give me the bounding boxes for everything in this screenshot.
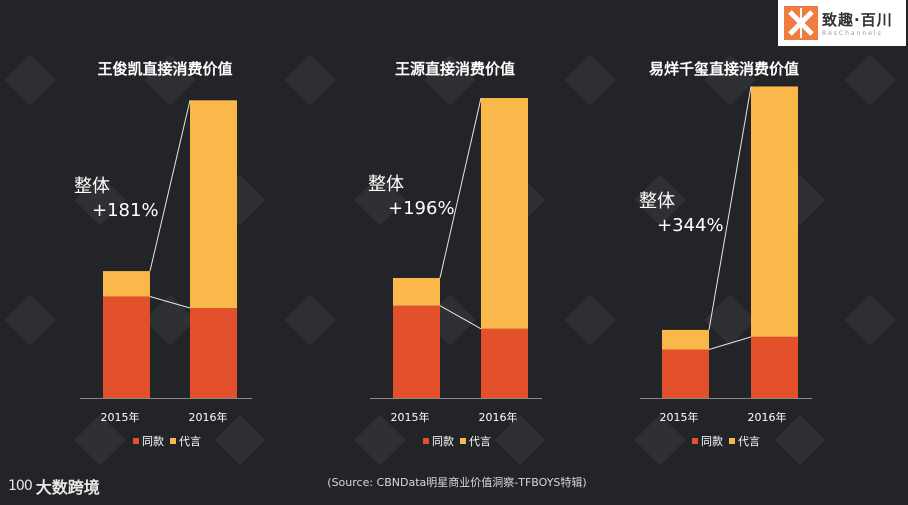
bar-endorsement-1 xyxy=(190,100,237,308)
chart-title: 易烊千玺直接消费价值 xyxy=(649,60,799,78)
bar-same-style-1 xyxy=(481,328,528,398)
bar-endorsement-0 xyxy=(103,271,150,297)
x-tick-2016: 2016年 xyxy=(748,410,787,424)
watermark-diamond xyxy=(564,54,616,106)
connector-total xyxy=(439,97,482,279)
watermark-diamond xyxy=(564,294,616,346)
legend-swatch-same-style xyxy=(692,438,698,444)
bar-endorsement-1 xyxy=(481,98,528,329)
connector-same-style xyxy=(708,336,752,351)
brand-logo: 致趣·百川 BesChannels xyxy=(778,0,906,46)
growth-label-value: +181% xyxy=(92,200,159,221)
connector-total xyxy=(149,100,191,272)
chart-title: 王俊凯直接消费价值 xyxy=(97,60,232,78)
connector-total xyxy=(708,86,752,331)
watermark-diamond xyxy=(844,294,896,346)
bar-endorsement-0 xyxy=(393,278,440,306)
x-tick-2015: 2015年 xyxy=(101,410,140,424)
growth-label-value: +344% xyxy=(657,215,724,236)
watermark-diamond xyxy=(4,294,56,346)
x-tick-2016: 2016年 xyxy=(479,410,518,424)
connector-same-style xyxy=(439,305,482,330)
legend-endorsement: 代言 xyxy=(179,435,201,448)
legend-swatch-same-style xyxy=(423,438,429,444)
watermark-diamond xyxy=(774,414,826,466)
bar-same-style-0 xyxy=(393,305,440,398)
legend-swatch-endorsement xyxy=(170,438,176,444)
watermark-diamond xyxy=(704,294,756,346)
bar-same-style-1 xyxy=(751,336,798,398)
watermark-diamond xyxy=(704,54,756,106)
bar-endorsement-0 xyxy=(662,329,709,350)
chart-wangyuan: 王源直接消费价值 整体 +196% 2015年 2016年 同款 代言 xyxy=(368,60,542,448)
watermark-diamond xyxy=(144,54,196,106)
footer-name: 大数跨境 xyxy=(35,478,100,497)
legend-endorsement: 代言 xyxy=(738,435,760,448)
legend-same-style: 同款 xyxy=(142,434,164,448)
logo-cn-text: 致趣·百川 xyxy=(822,11,893,29)
legend-swatch-same-style xyxy=(133,438,139,444)
watermark-diamond xyxy=(74,174,126,226)
watermark-diamond xyxy=(284,54,336,106)
bar-endorsement-1 xyxy=(751,86,798,337)
source-note: (Source: CBNData明星商业价值洞察-TFBOYS特辑) xyxy=(327,475,586,489)
watermark-diamond xyxy=(844,54,896,106)
legend-swatch-endorsement xyxy=(460,438,466,444)
connector-same-style xyxy=(149,295,191,309)
bar-same-style-0 xyxy=(103,296,150,398)
legend-swatch-endorsement xyxy=(729,438,735,444)
bars-group xyxy=(80,100,252,399)
logo-icon xyxy=(784,6,818,40)
footer-brand: 100 大数跨境 xyxy=(8,474,100,498)
growth-label-top: 整体 xyxy=(74,176,110,197)
watermark-diamond xyxy=(634,414,686,466)
bars-group xyxy=(640,86,812,399)
bars-group xyxy=(370,97,542,399)
legend-same-style: 同款 xyxy=(432,434,454,448)
x-tick-2016: 2016年 xyxy=(189,410,228,424)
watermark-diamond xyxy=(634,174,686,226)
bar-same-style-1 xyxy=(190,308,237,398)
logo-en-text: BesChannels xyxy=(822,30,883,37)
watermark-diamond xyxy=(284,294,336,346)
growth-label-top: 整体 xyxy=(639,191,675,212)
x-tick-2015: 2015年 xyxy=(391,410,430,424)
footer-mark: 100 xyxy=(8,478,33,494)
x-tick-2015: 2015年 xyxy=(660,410,699,424)
bar-same-style-0 xyxy=(662,349,709,398)
legend-endorsement: 代言 xyxy=(469,435,491,448)
chart-title: 王源直接消费价值 xyxy=(395,60,515,78)
growth-label-top: 整体 xyxy=(368,174,404,195)
legend-same-style: 同款 xyxy=(701,434,723,448)
chart-yiyangqianxi: 易烊千玺直接消费价值 整体 +344% 2015年 2016年 同款 代言 xyxy=(639,60,812,448)
growth-label-value: +196% xyxy=(388,198,455,219)
chart-wangjunkai: 王俊凯直接消费价值 整体 +181% 2015年 2016年 同款 代言 xyxy=(74,60,252,448)
watermark-diamond xyxy=(4,54,56,106)
